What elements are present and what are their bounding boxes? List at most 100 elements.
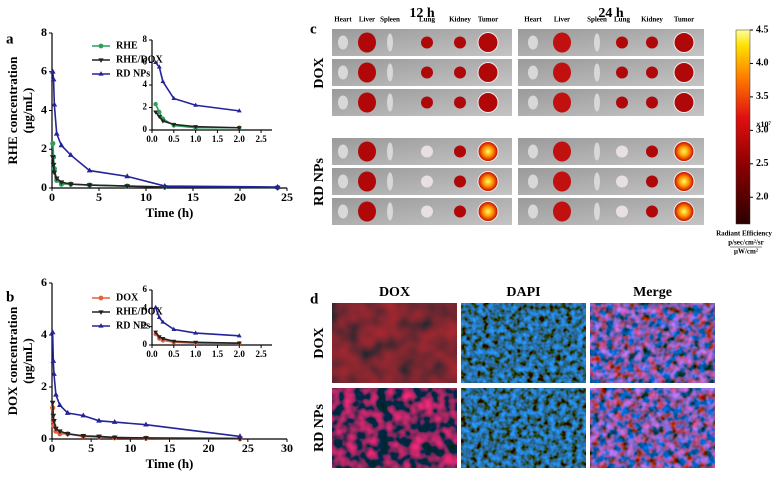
- organ-label: Liver: [554, 16, 570, 24]
- marker: [50, 140, 56, 147]
- marker: [153, 59, 159, 65]
- y-axis-label: RHE concentration: [5, 56, 20, 165]
- organ: [477, 32, 499, 53]
- marker: [161, 182, 168, 188]
- organ: [553, 32, 571, 53]
- marker: [80, 434, 87, 439]
- marker: [124, 184, 131, 190]
- organ-label: Heart: [334, 16, 352, 24]
- organ: [553, 62, 571, 83]
- panel-letter: b: [6, 289, 14, 305]
- series-line: [155, 61, 240, 112]
- legend-label: DOX: [116, 292, 139, 303]
- x-tick-label: 0.5: [168, 134, 180, 144]
- time-label: 12 h: [409, 6, 435, 21]
- organ: [616, 145, 628, 158]
- x-tick-label: 2.0: [234, 349, 246, 359]
- organ: [454, 66, 466, 79]
- marker: [50, 413, 57, 419]
- organ: [477, 171, 499, 192]
- organ: [477, 141, 499, 162]
- colorbar-tick-label: 2.0: [756, 192, 769, 203]
- x-tick-label: 0: [49, 441, 55, 455]
- x-tick-label: 5: [96, 190, 102, 204]
- y-tick-label: 6: [143, 284, 148, 294]
- organ: [454, 96, 466, 109]
- legend-label: RHE/DOX: [116, 54, 163, 65]
- organ: [358, 141, 376, 162]
- marker: [156, 64, 162, 69]
- organ-image: [518, 138, 704, 165]
- organ-label: Kidney: [449, 16, 471, 24]
- colorbar-exponent: ×10⁷: [756, 120, 772, 129]
- marker: [153, 110, 159, 115]
- x-axis-label: Time (h): [146, 205, 194, 220]
- y-tick-label: 2: [41, 141, 47, 155]
- marker: [153, 101, 158, 107]
- marker: [98, 310, 104, 315]
- x-tick-label: 0.0: [146, 349, 158, 359]
- organ: [387, 33, 393, 52]
- organ: [528, 174, 538, 189]
- panel-letter: c: [310, 21, 317, 37]
- legend-label: RHE: [116, 40, 138, 51]
- organ: [338, 144, 348, 159]
- organ-image: [518, 29, 704, 56]
- organ-label: Tumor: [674, 16, 694, 24]
- organ: [387, 172, 393, 191]
- marker: [124, 173, 131, 179]
- organ: [338, 174, 348, 189]
- micrograph: [332, 303, 457, 383]
- x-tick-label: 5: [88, 441, 94, 455]
- marker: [51, 101, 58, 107]
- marker: [86, 183, 93, 189]
- x-tick-label: 10: [140, 190, 152, 204]
- organ: [594, 142, 600, 161]
- marker: [96, 417, 102, 423]
- organ: [616, 36, 628, 49]
- y-tick-label: 2: [41, 379, 47, 393]
- organ: [387, 93, 393, 112]
- marker: [53, 426, 59, 432]
- marker: [274, 183, 281, 189]
- organ: [477, 201, 499, 222]
- organ: [528, 204, 538, 219]
- legend-label: RD NPs: [116, 68, 150, 79]
- organ: [358, 201, 376, 222]
- column-label: DOX: [379, 285, 410, 300]
- organ-label: Tumor: [478, 16, 498, 24]
- marker: [67, 182, 74, 188]
- marker: [50, 76, 57, 82]
- organ: [528, 35, 538, 50]
- organ: [358, 92, 376, 113]
- organ: [421, 145, 433, 158]
- y-tick-label: 6: [41, 64, 47, 78]
- legend-label: RHE/DOX: [116, 306, 163, 317]
- organ-label: Lung: [419, 16, 435, 24]
- series-line: [51, 156, 278, 189]
- organ: [673, 201, 695, 222]
- organ: [454, 36, 466, 49]
- organ: [594, 63, 600, 82]
- x-tick-label: 0.0: [146, 134, 158, 144]
- x-tick-label: 2.5: [255, 134, 267, 144]
- marker: [86, 167, 93, 173]
- organ-label: Spleen: [380, 16, 400, 24]
- organ-image: [518, 89, 704, 116]
- organ: [528, 144, 538, 159]
- marker: [157, 109, 162, 115]
- organ: [421, 36, 433, 49]
- panel-letter: d: [310, 291, 319, 307]
- marker: [237, 433, 243, 439]
- group-label: DOX: [312, 57, 327, 88]
- time-label: 24 h: [598, 6, 624, 21]
- organ-image: [518, 168, 704, 195]
- organ: [646, 36, 658, 49]
- marker: [51, 370, 57, 376]
- y-axis-unit: (μg/mL): [20, 338, 35, 384]
- organ: [646, 96, 658, 109]
- organ: [338, 35, 348, 50]
- marker: [56, 429, 63, 435]
- marker: [49, 400, 56, 406]
